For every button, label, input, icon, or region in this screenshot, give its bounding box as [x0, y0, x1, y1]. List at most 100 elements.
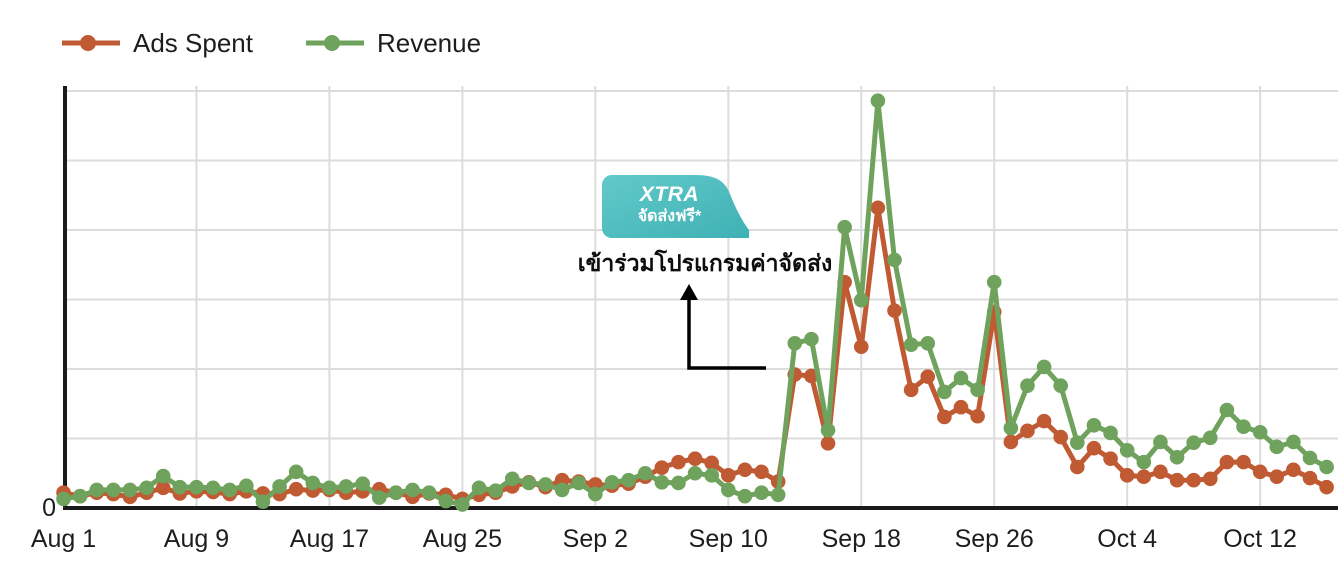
data-point-revenue [920, 335, 936, 351]
data-point-revenue [654, 474, 670, 490]
legend-label-ads-spent: Ads Spent [133, 28, 253, 58]
badge-subtitle: จัดส่งฟรี* [637, 208, 702, 225]
data-point-ads-spent [887, 303, 902, 318]
data-point-revenue [172, 479, 188, 495]
data-point-revenue [355, 476, 370, 491]
x-tick-label: Sep 26 [955, 525, 1034, 553]
data-point-ads-spent [1269, 469, 1285, 485]
badge-title: XTRA [639, 183, 700, 206]
data-point-ads-spent [903, 382, 919, 398]
y-tick-label: 0 [42, 494, 56, 522]
data-point-revenue [155, 468, 171, 484]
data-point-revenue [637, 465, 653, 481]
data-point-revenue [405, 482, 420, 498]
data-point-revenue [770, 487, 786, 503]
data-point-ads-spent [1319, 479, 1334, 495]
data-point-ads-spent [1036, 413, 1052, 429]
data-point-ads-spent [754, 464, 769, 480]
badge-text: XTRA จัดส่งฟรี* [602, 175, 749, 238]
data-point-revenue [388, 485, 404, 501]
data-point-revenue [1136, 454, 1152, 470]
data-point-ads-spent [870, 200, 886, 216]
data-point-revenue [1252, 424, 1268, 440]
data-point-revenue [687, 465, 703, 481]
data-point-ads-spent [853, 339, 869, 355]
data-point-revenue [538, 477, 553, 492]
data-point-ads-spent [704, 455, 719, 471]
data-point-ads-spent [155, 480, 171, 496]
data-point-revenue [56, 491, 71, 507]
data-point-revenue [671, 475, 686, 491]
data-point-ads-spent [288, 481, 304, 497]
x-tick-label: Sep 2 [563, 525, 628, 553]
data-point-revenue [338, 479, 354, 494]
data-point-revenue [1319, 459, 1334, 475]
data-point-ads-spent [1302, 470, 1318, 486]
data-point-ads-spent [1119, 468, 1135, 483]
badge-shape [602, 175, 749, 238]
data-point-revenue [604, 474, 620, 490]
data-point-ads-spent [970, 408, 985, 424]
x-tick-label: Aug 9 [164, 525, 229, 553]
data-point-revenue [970, 382, 985, 398]
xtra-free-shipping-badge: XTRA จัดส่งฟรี* [602, 175, 749, 238]
legend-label-revenue: Revenue [376, 28, 482, 58]
x-tick-label: Aug 25 [423, 525, 502, 553]
data-point-revenue [737, 488, 753, 504]
data-point-revenue [72, 488, 88, 504]
data-point-revenue [1202, 430, 1218, 446]
data-point-revenue [455, 497, 470, 512]
data-point-revenue [937, 384, 952, 400]
data-point-revenue [571, 475, 587, 491]
data-point-revenue [106, 482, 121, 498]
legend-item-revenue: Revenue [305, 29, 481, 57]
data-point-ads-spent [937, 409, 952, 425]
data-point-revenue [853, 292, 869, 308]
data-point-revenue [1236, 419, 1251, 434]
data-point-revenue [305, 475, 321, 491]
data-point-revenue [804, 331, 819, 347]
data-point-revenue [139, 480, 154, 496]
data-point-revenue [122, 482, 138, 498]
legend-item-ads-spent: Ads Spent [61, 29, 253, 57]
data-point-revenue [421, 485, 437, 501]
annotation-text: เข้าร่วมโปรแกรมค่าจัดส่ง [577, 250, 833, 276]
data-point-ads-spent [1153, 464, 1168, 480]
x-tick-label: Oct 4 [1097, 525, 1157, 553]
data-point-revenue [1186, 435, 1201, 450]
data-point-ads-spent [1003, 434, 1019, 450]
data-point-revenue [1103, 425, 1118, 441]
data-point-ads-spent [1070, 459, 1085, 475]
data-point-revenue [588, 486, 603, 502]
x-tick-label: Sep 10 [689, 525, 768, 553]
data-point-revenue [903, 337, 919, 352]
data-point-revenue [1119, 443, 1135, 458]
data-point-ads-spent [721, 468, 736, 483]
data-point-revenue [322, 480, 337, 496]
data-point-ads-spent [953, 399, 969, 415]
data-point-revenue [1020, 378, 1035, 393]
x-tick-label: Aug 17 [290, 525, 369, 553]
data-point-ads-spent [1169, 472, 1185, 488]
data-point-revenue [887, 252, 902, 268]
data-point-revenue [787, 335, 803, 351]
data-point-ads-spent [687, 451, 703, 466]
data-point-revenue [1269, 439, 1285, 455]
data-point-revenue [1169, 449, 1185, 465]
data-point-ads-spent [671, 454, 686, 470]
x-tick-label: Sep 18 [822, 525, 901, 553]
data-point-revenue [1053, 378, 1068, 393]
data-point-ads-spent [737, 462, 753, 478]
data-point-revenue [1219, 402, 1235, 418]
data-point-revenue [438, 493, 454, 509]
legend: Ads Spent Revenue [61, 29, 481, 57]
data-point-ads-spent [820, 436, 836, 451]
data-point-revenue [1302, 450, 1318, 466]
data-point-revenue [1286, 434, 1301, 450]
data-point-ads-spent [1202, 471, 1218, 487]
data-point-revenue [621, 472, 636, 488]
data-point-revenue [272, 479, 287, 494]
data-point-revenue [986, 274, 1002, 290]
